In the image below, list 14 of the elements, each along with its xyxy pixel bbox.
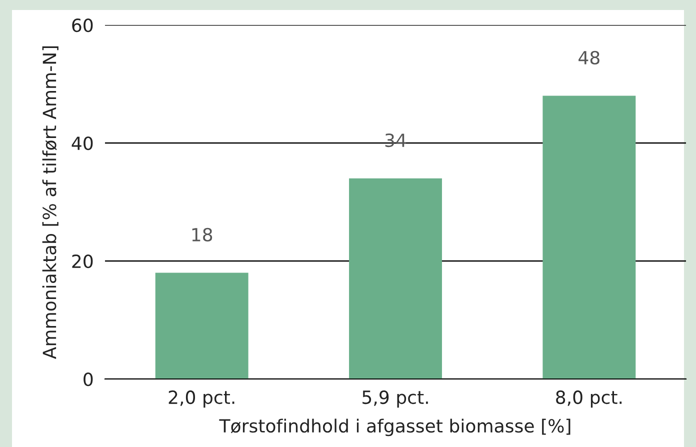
x-tick-label: 2,0 pct. — [168, 390, 234, 408]
data-label: 18 — [192, 228, 212, 242]
y-tick-label: 60 — [72, 18, 93, 32]
y-tick-label: 0 — [84, 372, 93, 386]
data-label: 48 — [578, 50, 600, 65]
x-tick-label: 8,0 pct. — [556, 390, 622, 408]
x-tick-label: 5,9 pct. — [362, 390, 428, 408]
bar — [349, 178, 442, 379]
bar — [542, 96, 636, 379]
y-tick-label: 20 — [72, 254, 93, 268]
y-axis-title: Ammoniaktab [% af tilført Amm-N] — [42, 46, 58, 360]
bar — [155, 272, 248, 379]
y-tick-label: 40 — [72, 136, 93, 150]
x-axis-title: Tørstofindhold i afgasset biomasse [%] — [219, 418, 570, 436]
